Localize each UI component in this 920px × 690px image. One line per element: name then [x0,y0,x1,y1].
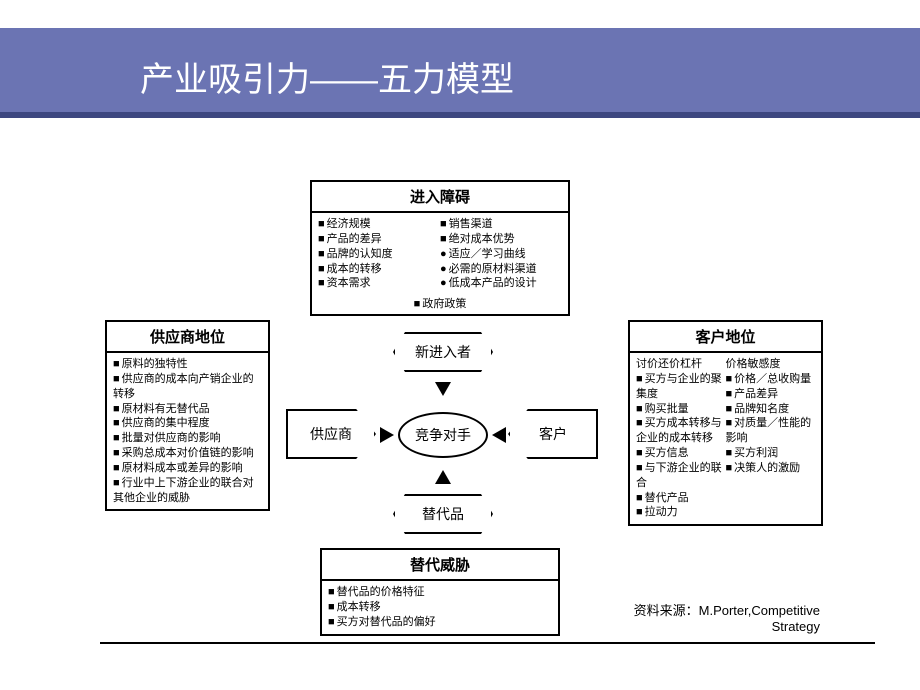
list-item: 买方利润 [726,446,816,461]
source-line: Strategy [590,619,820,634]
col-header: 价格敏感度 [726,357,816,372]
list-item: 资本需求 [318,276,440,291]
source-line: 资料来源：M.Porter,Competitive [590,600,820,619]
substitute-title: 替代威胁 [322,550,558,581]
supplier-body: 原料的独特性 供应商的成本向产销企业的转移 原材料有无替代品 供应商的集中程度 … [107,353,268,509]
entry-right-col: 销售渠道 绝对成本优势 适应／学习曲线 必需的原材料渠道 低成本产品的设计 [440,217,562,291]
new-entrants-node: 新进入者 [395,334,491,370]
list-item: 对质量／性能的影响 [726,416,816,446]
rivalry-node: 竞争对手 [398,412,488,458]
col-header: 讨价还价杠杆 [636,357,726,372]
list-item: 绝对成本优势 [440,232,562,247]
list-item: 适应／学习曲线 [440,247,562,262]
header-band: 产业吸引力——五力模型 [0,28,920,118]
list-item: 成本的转移 [318,262,440,277]
list-item: 成本转移 [328,600,552,615]
list-item: 买方与企业的聚集度 [636,372,726,402]
entry-footer: 政府政策 [312,295,568,314]
substitutes-node: 替代品 [395,496,491,532]
list-item: 低成本产品的设计 [440,276,562,291]
substitute-box: 替代威胁 替代品的价格特征 成本转移 买方对替代品的偏好 [320,548,560,636]
list-item: 产品差异 [726,387,816,402]
list-item: 行业中上下游企业的联合对其他企业的威胁 [113,476,262,506]
entry-barriers-body: 经济规模 产品的差异 品牌的认知度 成本的转移 资本需求 销售渠道 绝对成本优势… [312,213,568,295]
list-item: 购买批量 [636,402,726,417]
customer-body: 讨价还价杠杆 买方与企业的聚集度 购买批量 买方成本转移与企业的成本转移 买方信… [630,353,821,524]
list-item: 采购总成本对价值链的影响 [113,446,262,461]
entry-left-col: 经济规模 产品的差异 品牌的认知度 成本的转移 资本需求 [318,217,440,291]
customer-left-col: 讨价还价杠杆 买方与企业的聚集度 购买批量 买方成本转移与企业的成本转移 买方信… [636,357,726,520]
arrow-up-icon [435,470,451,484]
list-item: 品牌知名度 [726,402,816,417]
list-item: 产品的差异 [318,232,440,247]
supplier-title: 供应商地位 [107,322,268,353]
list-item: 供应商的集中程度 [113,416,262,431]
list-item: 买方成本转移与企业的成本转移 [636,416,726,446]
list-item: 供应商的成本向产销企业的转移 [113,372,262,402]
divider-line [100,642,875,644]
list-item: 原材料成本或差异的影响 [113,461,262,476]
arrow-right-icon [380,427,394,443]
arrow-down-icon [435,382,451,396]
arrow-left-icon [492,427,506,443]
list-item: 品牌的认知度 [318,247,440,262]
list-item: 拉动力 [636,505,726,520]
list-item: 替代产品 [636,491,726,506]
supplier-box: 供应商地位 原料的独特性 供应商的成本向产销企业的转移 原材料有无替代品 供应商… [105,320,270,511]
five-forces-diagram: 进入障碍 经济规模 产品的差异 品牌的认知度 成本的转移 资本需求 销售渠道 绝… [0,150,920,690]
list-item: 决策人的激励 [726,461,816,476]
source-citation: 资料来源：M.Porter,Competitive Strategy [590,600,820,634]
substitutes-label: 替代品 [422,504,464,524]
list-item: 销售渠道 [440,217,562,232]
rivalry-label: 竞争对手 [415,425,471,445]
list-item: 批量对供应商的影响 [113,431,262,446]
list-item: 价格／总收购量 [726,372,816,387]
entry-barriers-box: 进入障碍 经济规模 产品的差异 品牌的认知度 成本的转移 资本需求 销售渠道 绝… [310,180,570,316]
suppliers-label: 供应商 [310,424,352,444]
list-item: 替代品的价格特征 [328,585,552,600]
list-item: 买方信息 [636,446,726,461]
list-item: 经济规模 [318,217,440,232]
customer-title: 客户地位 [630,322,821,353]
customer-box: 客户地位 讨价还价杠杆 买方与企业的聚集度 购买批量 买方成本转移与企业的成本转… [628,320,823,526]
entry-barriers-title: 进入障碍 [312,182,568,213]
list-item: 原料的独特性 [113,357,262,372]
customer-right-col: 价格敏感度 价格／总收购量 产品差异 品牌知名度 对质量／性能的影响 买方利润 … [726,357,816,520]
list-item: 买方对替代品的偏好 [328,615,552,630]
list-item: 原材料有无替代品 [113,402,262,417]
list-item: 与下游企业的联合 [636,461,726,491]
substitute-body: 替代品的价格特征 成本转移 买方对替代品的偏好 [322,581,558,634]
suppliers-node: 供应商 [288,411,374,457]
customers-node: 客户 [510,411,596,457]
list-item: 必需的原材料渠道 [440,262,562,277]
new-entrants-label: 新进入者 [415,342,471,362]
page-title: 产业吸引力——五力模型 [0,28,920,101]
customers-label: 客户 [539,424,567,444]
